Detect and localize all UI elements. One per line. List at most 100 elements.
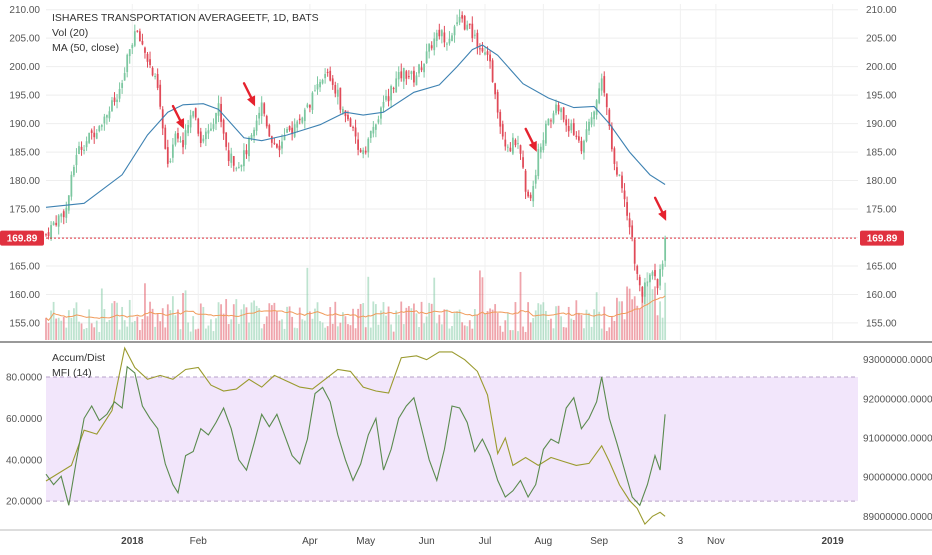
candle-body bbox=[397, 72, 400, 80]
volume-bar bbox=[613, 320, 616, 340]
candle-body bbox=[85, 141, 88, 148]
legend-ma[interactable]: MA (50, close) bbox=[52, 42, 119, 54]
volume-bar bbox=[55, 318, 58, 340]
candle-body bbox=[499, 111, 502, 127]
candle-body bbox=[301, 117, 304, 123]
candle-body bbox=[438, 29, 441, 37]
candle-body bbox=[149, 59, 151, 66]
candle-body bbox=[245, 150, 248, 155]
volume-bar bbox=[643, 277, 646, 340]
candle-body bbox=[481, 47, 484, 52]
candle-body bbox=[638, 277, 641, 286]
volume-bar bbox=[527, 302, 530, 340]
candle-body bbox=[316, 84, 319, 90]
candle-body bbox=[357, 139, 360, 150]
volume-bar bbox=[544, 310, 547, 340]
candle-body bbox=[283, 135, 286, 141]
volume-bar bbox=[88, 309, 91, 340]
volume-bar bbox=[316, 302, 319, 340]
candle-body bbox=[291, 127, 294, 135]
volume-bar bbox=[661, 317, 664, 340]
time-tick: Jun bbox=[419, 536, 435, 547]
volume-bar bbox=[628, 288, 631, 340]
last-price-badge-left-bg bbox=[0, 230, 44, 246]
candle-body bbox=[184, 130, 187, 145]
legend-mfi[interactable]: MFI (14) bbox=[52, 367, 92, 379]
volume-bar bbox=[123, 320, 126, 340]
candle-body bbox=[210, 128, 212, 131]
mfi-axis-left: 20.0000 40.0000 60.0000 80.0000 bbox=[6, 373, 43, 508]
chart-title[interactable]: ISHARES TRANSPORTATION AVERAGEETF, 1D, B… bbox=[52, 12, 319, 24]
candle-body bbox=[372, 126, 375, 134]
candle-body bbox=[52, 222, 55, 226]
candle-body bbox=[106, 115, 108, 118]
time-tick: Apr bbox=[302, 536, 318, 547]
volume-bar bbox=[78, 321, 80, 340]
time-tick: May bbox=[356, 536, 375, 547]
candle-body bbox=[628, 218, 631, 228]
price-tick-left: 175.00 bbox=[9, 205, 40, 216]
candle-body bbox=[583, 140, 585, 153]
volume-bar bbox=[270, 305, 273, 340]
candle-body bbox=[392, 87, 395, 90]
candle-body bbox=[374, 124, 377, 130]
volume-bar bbox=[659, 301, 661, 340]
price-tick-right: 185.00 bbox=[866, 148, 897, 159]
candle-body bbox=[532, 185, 535, 202]
candle-body bbox=[575, 135, 578, 137]
volume-bar bbox=[623, 319, 626, 340]
volume-bar bbox=[605, 331, 608, 340]
candle-body bbox=[527, 191, 530, 197]
volume-bar bbox=[649, 278, 651, 340]
legend-volume[interactable]: Vol (20) bbox=[52, 27, 88, 39]
volume-bar bbox=[446, 309, 448, 340]
volume-bar bbox=[260, 328, 263, 340]
volume-bar bbox=[567, 306, 570, 340]
candle-body bbox=[415, 75, 418, 86]
volume-bar bbox=[106, 321, 108, 340]
volume-bar bbox=[440, 324, 443, 340]
price-tick-right: 190.00 bbox=[866, 119, 897, 130]
volume-bar bbox=[215, 318, 217, 340]
candle-body bbox=[166, 147, 169, 164]
candle-body bbox=[164, 127, 167, 149]
candle-body bbox=[514, 139, 517, 146]
candle-body bbox=[633, 239, 636, 264]
volume-bar bbox=[633, 296, 636, 340]
volume-bar bbox=[187, 322, 189, 340]
price-grid bbox=[46, 4, 858, 340]
volume-bar bbox=[506, 312, 509, 340]
volume-bar bbox=[557, 305, 560, 340]
volume-bar bbox=[93, 327, 96, 340]
candle-body bbox=[621, 175, 623, 189]
volume-bar bbox=[177, 309, 179, 340]
price-tick-left: 155.00 bbox=[9, 318, 40, 329]
last-price-badge-right[interactable]: 169.89 bbox=[860, 230, 904, 246]
candle-body bbox=[367, 138, 370, 153]
volume-bar bbox=[570, 318, 573, 340]
candle-body bbox=[98, 126, 101, 132]
last-price-badge-left[interactable]: 169.89 bbox=[0, 230, 44, 246]
legend-accum-dist[interactable]: Accum/Dist bbox=[52, 352, 105, 364]
volume-bar bbox=[504, 320, 507, 340]
candle-body bbox=[435, 32, 438, 41]
candle-body bbox=[352, 127, 354, 129]
price-tick-right: 175.00 bbox=[866, 205, 897, 216]
candle-body bbox=[631, 225, 634, 238]
candle-body bbox=[93, 132, 96, 138]
candle-body bbox=[585, 129, 588, 142]
candle-body bbox=[70, 174, 73, 197]
accum-dist-tick: 92000000.0000 bbox=[863, 394, 932, 405]
price-tick-left: 165.00 bbox=[9, 261, 40, 272]
volume-bar bbox=[73, 308, 75, 340]
indicator-pane bbox=[45, 346, 858, 526]
mfi-tick: 80.0000 bbox=[6, 373, 43, 384]
candle-body bbox=[253, 129, 255, 137]
last-price-badge-right-bg bbox=[860, 230, 904, 246]
volume-bar bbox=[111, 303, 113, 340]
candle-body bbox=[382, 101, 385, 108]
candle-body bbox=[643, 282, 646, 297]
candle-body bbox=[138, 31, 141, 42]
volume-bar bbox=[276, 311, 278, 340]
